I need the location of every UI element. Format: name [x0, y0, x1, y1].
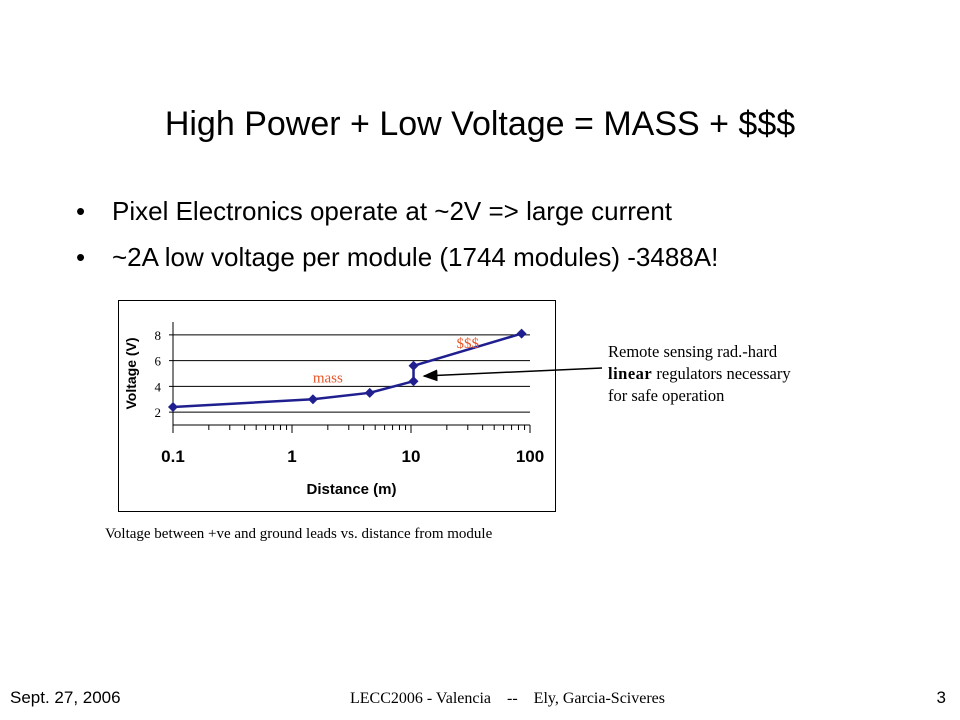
x-tick-label: 100 — [516, 447, 544, 466]
footer-date: Sept. 27, 2006 — [10, 688, 121, 707]
bullet-item: • Pixel Electronics operate at ~2V => la… — [70, 192, 718, 238]
data-point-marker — [408, 360, 419, 371]
bullet-item: • ~2A low voltage per module (1744 modul… — [70, 238, 718, 284]
chart-annotation: $$$ — [457, 336, 480, 352]
x-tick-label: 10 — [402, 447, 421, 466]
page-number: 3 — [936, 688, 946, 707]
y-tick-label: 8 — [155, 328, 162, 343]
y-tick-label: 6 — [155, 354, 162, 369]
note-line-3: for safe operation — [608, 386, 725, 405]
bullet-list: • Pixel Electronics operate at ~2V => la… — [70, 192, 718, 284]
x-tick-label: 1 — [287, 447, 296, 466]
series-line — [172, 332, 522, 409]
data-point-marker — [408, 376, 419, 387]
bullet-dot-icon: • — [76, 242, 86, 272]
x-tick-label: 0.1 — [161, 447, 185, 466]
y-tick-label: 2 — [155, 405, 162, 420]
y-axis-label: Voltage (V) — [123, 337, 139, 409]
note-line-2: regulators necessary — [652, 364, 791, 383]
data-point-marker — [364, 387, 375, 398]
data-point-marker — [168, 401, 178, 412]
bullet-text: Pixel Electronics operate at ~2V => larg… — [112, 196, 673, 226]
regulator-note: Remote sensing rad.-hard linear regulato… — [608, 341, 878, 407]
y-tick-label: 4 — [155, 379, 162, 394]
data-point-marker — [307, 394, 318, 405]
x-axis-label: Distance (m) — [306, 481, 396, 498]
bullet-text: ~2A low voltage per module (1744 modules… — [112, 242, 719, 272]
note-line-1: Remote sensing rad.-hard — [608, 342, 778, 361]
callout-arrow — [422, 367, 603, 382]
data-point-marker — [516, 328, 527, 339]
chart-annotation: mass — [313, 371, 343, 387]
chart-caption: Voltage between +ve and ground leads vs.… — [105, 526, 493, 542]
slide-title: High Power + Low Voltage = MASS + $$$ — [164, 105, 796, 143]
footer-center: LECC2006 - Valencia -- Ely, Garcia-Scive… — [350, 690, 666, 707]
bullet-dot-icon: • — [76, 196, 86, 226]
note-emphasis: linear — [608, 364, 653, 383]
